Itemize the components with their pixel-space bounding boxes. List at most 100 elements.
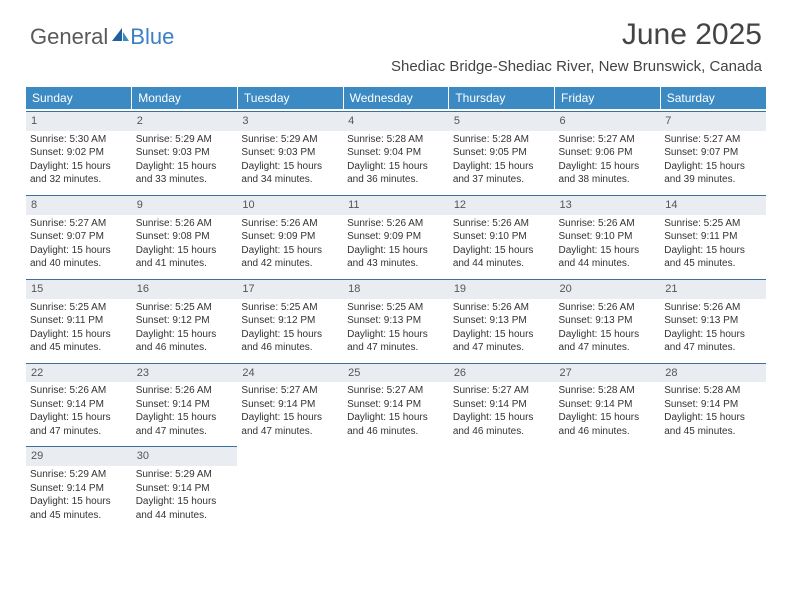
daylight-line: Daylight: 15 hours and 42 minutes. [241, 244, 339, 271]
daylight-line: Daylight: 15 hours and 45 minutes. [664, 244, 762, 271]
day-number: 17 [237, 279, 343, 299]
sunset-line: Sunset: 9:04 PM [347, 146, 445, 160]
sunset-line: Sunset: 9:13 PM [664, 314, 762, 328]
daylight-line: Daylight: 15 hours and 46 minutes. [241, 328, 339, 355]
day-number: 2 [132, 111, 238, 131]
logo-text-general: General [30, 24, 108, 50]
day-number: 9 [132, 195, 238, 215]
sunrise-line: Sunrise: 5:25 AM [347, 301, 445, 315]
daylight-line: Daylight: 15 hours and 38 minutes. [559, 160, 657, 187]
calendar-day-cell: 5Sunrise: 5:28 AMSunset: 9:05 PMDaylight… [449, 109, 555, 193]
sunrise-line: Sunrise: 5:29 AM [136, 133, 234, 147]
daylight-line: Daylight: 15 hours and 46 minutes. [347, 411, 445, 438]
sunset-line: Sunset: 9:05 PM [453, 146, 551, 160]
sunset-line: Sunset: 9:14 PM [664, 398, 762, 412]
daylight-line: Daylight: 15 hours and 44 minutes. [136, 495, 234, 522]
daylight-line: Daylight: 15 hours and 46 minutes. [453, 411, 551, 438]
day-number: 18 [343, 279, 449, 299]
sunset-line: Sunset: 9:09 PM [241, 230, 339, 244]
calendar-day-cell [555, 444, 661, 528]
sunset-line: Sunset: 9:14 PM [30, 482, 128, 496]
daylight-line: Daylight: 15 hours and 41 minutes. [136, 244, 234, 271]
weekday-header: Friday [555, 87, 661, 109]
sunrise-line: Sunrise: 5:26 AM [347, 217, 445, 231]
calendar-day-cell: 30Sunrise: 5:29 AMSunset: 9:14 PMDayligh… [132, 444, 238, 528]
calendar-day-cell: 17Sunrise: 5:25 AMSunset: 9:12 PMDayligh… [237, 277, 343, 361]
day-number: 24 [237, 363, 343, 383]
month-title: June 2025 [391, 18, 762, 52]
calendar-week-row: 29Sunrise: 5:29 AMSunset: 9:14 PMDayligh… [26, 444, 766, 528]
sunset-line: Sunset: 9:03 PM [136, 146, 234, 160]
sunset-line: Sunset: 9:11 PM [664, 230, 762, 244]
daylight-line: Daylight: 15 hours and 34 minutes. [241, 160, 339, 187]
calendar-day-cell: 1Sunrise: 5:30 AMSunset: 9:02 PMDaylight… [26, 109, 132, 193]
calendar-week-row: 22Sunrise: 5:26 AMSunset: 9:14 PMDayligh… [26, 361, 766, 445]
day-number: 12 [449, 195, 555, 215]
sunset-line: Sunset: 9:03 PM [241, 146, 339, 160]
sunrise-line: Sunrise: 5:29 AM [241, 133, 339, 147]
day-number: 3 [237, 111, 343, 131]
daylight-line: Daylight: 15 hours and 45 minutes. [664, 411, 762, 438]
calendar-day-cell: 16Sunrise: 5:25 AMSunset: 9:12 PMDayligh… [132, 277, 238, 361]
daylight-line: Daylight: 15 hours and 44 minutes. [453, 244, 551, 271]
day-number: 16 [132, 279, 238, 299]
daylight-line: Daylight: 15 hours and 37 minutes. [453, 160, 551, 187]
day-number: 22 [26, 363, 132, 383]
weekday-header: Thursday [449, 87, 555, 109]
daylight-line: Daylight: 15 hours and 46 minutes. [136, 328, 234, 355]
daylight-line: Daylight: 15 hours and 47 minutes. [136, 411, 234, 438]
calendar-day-cell: 4Sunrise: 5:28 AMSunset: 9:04 PMDaylight… [343, 109, 449, 193]
logo: General Blue [30, 18, 174, 50]
sunset-line: Sunset: 9:11 PM [30, 314, 128, 328]
weekday-header: Monday [132, 87, 238, 109]
calendar-day-cell [237, 444, 343, 528]
day-number: 15 [26, 279, 132, 299]
sunrise-line: Sunrise: 5:26 AM [559, 301, 657, 315]
sunrise-line: Sunrise: 5:25 AM [30, 301, 128, 315]
calendar-day-cell: 14Sunrise: 5:25 AMSunset: 9:11 PMDayligh… [660, 193, 766, 277]
calendar-day-cell: 10Sunrise: 5:26 AMSunset: 9:09 PMDayligh… [237, 193, 343, 277]
daylight-line: Daylight: 15 hours and 47 minutes. [30, 411, 128, 438]
sunrise-line: Sunrise: 5:28 AM [347, 133, 445, 147]
sunrise-line: Sunrise: 5:27 AM [559, 133, 657, 147]
sunset-line: Sunset: 9:14 PM [347, 398, 445, 412]
sunrise-line: Sunrise: 5:26 AM [30, 384, 128, 398]
sunrise-line: Sunrise: 5:28 AM [559, 384, 657, 398]
day-number: 19 [449, 279, 555, 299]
calendar-day-cell: 6Sunrise: 5:27 AMSunset: 9:06 PMDaylight… [555, 109, 661, 193]
sunrise-line: Sunrise: 5:26 AM [453, 301, 551, 315]
sunrise-line: Sunrise: 5:25 AM [136, 301, 234, 315]
calendar-day-cell: 13Sunrise: 5:26 AMSunset: 9:10 PMDayligh… [555, 193, 661, 277]
sunset-line: Sunset: 9:07 PM [30, 230, 128, 244]
calendar-table: SundayMondayTuesdayWednesdayThursdayFrid… [26, 87, 766, 528]
daylight-line: Daylight: 15 hours and 46 minutes. [559, 411, 657, 438]
sunrise-line: Sunrise: 5:28 AM [664, 384, 762, 398]
sunrise-line: Sunrise: 5:27 AM [347, 384, 445, 398]
calendar-day-cell: 25Sunrise: 5:27 AMSunset: 9:14 PMDayligh… [343, 361, 449, 445]
daylight-line: Daylight: 15 hours and 47 minutes. [559, 328, 657, 355]
sunset-line: Sunset: 9:14 PM [30, 398, 128, 412]
day-number: 20 [555, 279, 661, 299]
calendar-day-cell: 29Sunrise: 5:29 AMSunset: 9:14 PMDayligh… [26, 444, 132, 528]
sunrise-line: Sunrise: 5:26 AM [559, 217, 657, 231]
page-header: General Blue June 2025 Shediac Bridge-Sh… [0, 0, 792, 79]
day-number: 30 [132, 446, 238, 466]
sunset-line: Sunset: 9:02 PM [30, 146, 128, 160]
location-text: Shediac Bridge-Shediac River, New Brunsw… [391, 58, 762, 75]
sunrise-line: Sunrise: 5:26 AM [136, 384, 234, 398]
sunset-line: Sunset: 9:13 PM [453, 314, 551, 328]
calendar-week-row: 15Sunrise: 5:25 AMSunset: 9:11 PMDayligh… [26, 277, 766, 361]
day-number: 13 [555, 195, 661, 215]
calendar-day-cell: 20Sunrise: 5:26 AMSunset: 9:13 PMDayligh… [555, 277, 661, 361]
logo-text-blue: Blue [130, 24, 174, 50]
calendar-day-cell: 22Sunrise: 5:26 AMSunset: 9:14 PMDayligh… [26, 361, 132, 445]
title-block: June 2025 Shediac Bridge-Shediac River, … [391, 18, 762, 75]
sunset-line: Sunset: 9:09 PM [347, 230, 445, 244]
calendar-day-cell: 21Sunrise: 5:26 AMSunset: 9:13 PMDayligh… [660, 277, 766, 361]
calendar-day-cell: 8Sunrise: 5:27 AMSunset: 9:07 PMDaylight… [26, 193, 132, 277]
calendar-day-cell: 24Sunrise: 5:27 AMSunset: 9:14 PMDayligh… [237, 361, 343, 445]
day-number: 7 [660, 111, 766, 131]
day-number: 29 [26, 446, 132, 466]
calendar-day-cell: 26Sunrise: 5:27 AMSunset: 9:14 PMDayligh… [449, 361, 555, 445]
sunrise-line: Sunrise: 5:30 AM [30, 133, 128, 147]
